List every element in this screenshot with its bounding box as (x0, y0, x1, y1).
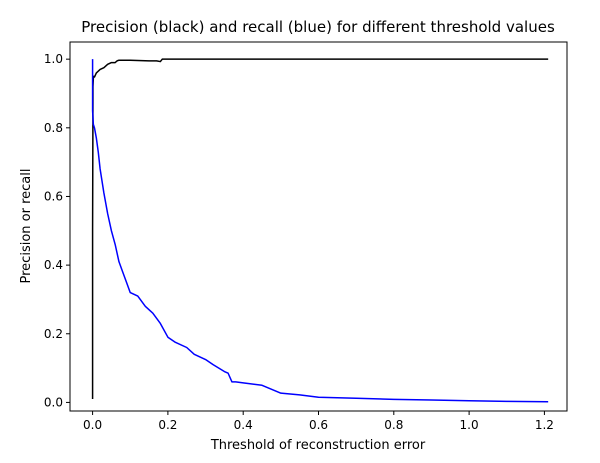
y-tick-label: 0.6 (44, 189, 63, 203)
chart-title: Precision (black) and recall (blue) for … (81, 18, 555, 36)
axis-ticks: 0.0 0.2 0.4 0.6 0.8 1.0 1.2 0.0 0.2 0.4 0.6 0.8 1.0 (44, 52, 554, 432)
x-tick-label: 1.0 (460, 418, 479, 432)
x-axis-label: Threshold of reconstruction error (210, 438, 426, 453)
y-tick-label: 0.2 (44, 327, 63, 341)
x-tick-label: 0.2 (158, 418, 177, 432)
x-tick-label: 0.0 (83, 418, 102, 432)
y-axis-label: Precision or recall (19, 169, 34, 284)
plot-area (91, 58, 549, 403)
precision-line (91, 58, 549, 399)
x-tick-label: 0.8 (384, 418, 403, 432)
y-tick-label: 0.0 (44, 395, 63, 409)
recall-line (91, 59, 549, 403)
x-tick-label: 1.2 (535, 418, 554, 432)
y-tick-label: 0.8 (44, 121, 63, 135)
x-tick-label: 0.4 (234, 418, 253, 432)
x-tick-label: 0.6 (309, 418, 328, 432)
y-tick-label: 0.4 (44, 258, 63, 272)
plot-frame (69, 41, 568, 412)
y-tick-label: 1.0 (44, 52, 63, 66)
